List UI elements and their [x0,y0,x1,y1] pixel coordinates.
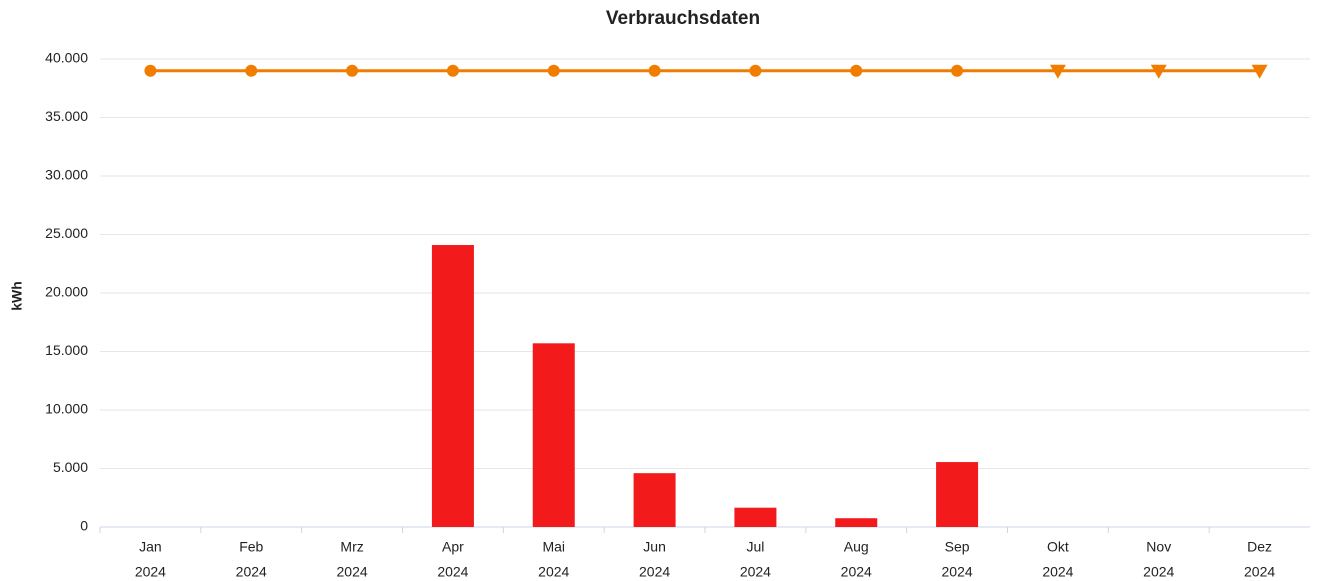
marker [547,64,560,77]
x-tick-label: 2024 [1244,564,1275,580]
x-tick-label: 2024 [639,564,670,580]
chart-title: Verbrauchsdaten [606,8,760,29]
y-tick-label: 15.000 [45,342,88,358]
marker [850,64,863,77]
x-tick-label: 2024 [135,564,166,580]
y-tick-label: 10.000 [45,401,88,417]
y-tick-label: 35.000 [45,108,88,124]
x-tick-label: 2024 [740,564,771,580]
bar [633,473,676,527]
marker [648,64,661,77]
x-tick-label: Apr [442,539,464,555]
y-tick-label: 20.000 [45,284,88,300]
bar [835,518,878,527]
x-tick-label: Nov [1146,539,1171,555]
x-tick-label: 2024 [1143,564,1174,580]
bar [734,507,777,527]
x-tick-label: Jul [746,539,764,555]
bar [532,343,575,527]
marker [951,64,964,77]
marker [1251,64,1268,79]
y-axis-label: kWh [9,281,25,311]
marker [446,64,459,77]
x-tick-label: Jun [643,539,666,555]
marker [245,64,258,77]
x-tick-label: Dez [1247,539,1272,555]
x-tick-label: Sep [945,539,970,555]
marker [144,64,157,77]
bar [936,462,979,527]
x-tick-label: Okt [1047,539,1069,555]
bar [431,245,474,527]
marker [749,64,762,77]
x-tick-label: 2024 [437,564,468,580]
x-tick-label: 2024 [538,564,569,580]
y-tick-label: 5.000 [53,459,88,475]
x-tick-label: Feb [239,539,263,555]
x-tick-label: 2024 [337,564,368,580]
x-tick-label: Mrz [340,539,363,555]
x-tick-label: 2024 [841,564,872,580]
y-tick-label: 30.000 [45,167,88,183]
x-tick-label: Mai [542,539,565,555]
x-tick-label: 2024 [236,564,267,580]
y-tick-label: 25.000 [45,225,88,241]
marker [1150,64,1167,79]
marker [346,64,359,77]
x-tick-label: Aug [844,539,869,555]
y-tick-label: 0 [80,518,88,534]
x-tick-label: Jan [139,539,162,555]
y-tick-label: 40.000 [45,50,88,66]
marker [1049,64,1066,79]
x-tick-label: 2024 [1042,564,1073,580]
x-tick-label: 2024 [942,564,973,580]
